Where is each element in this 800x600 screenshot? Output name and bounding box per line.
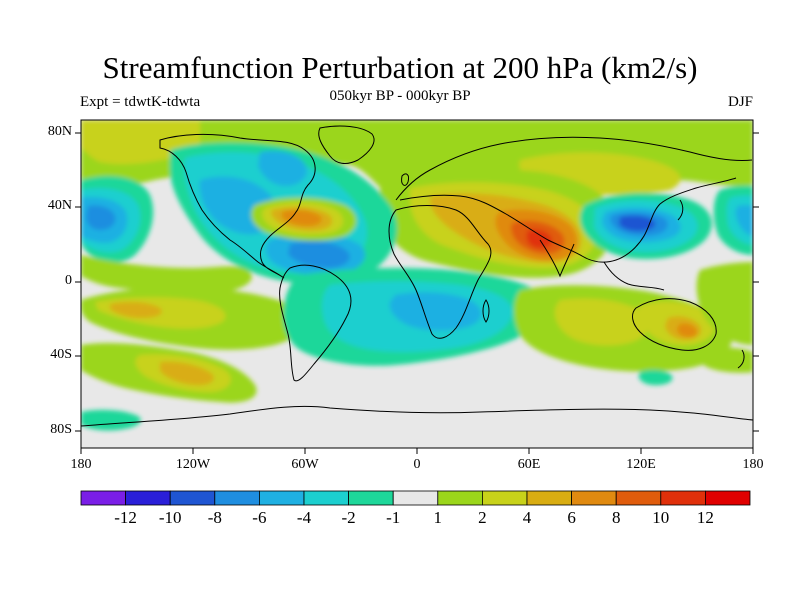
contour-positive-sindian-yellow [554, 298, 649, 346]
contour-negative-npacific-blue [86, 205, 116, 230]
contour-positive-antarctic-east [697, 347, 753, 373]
colorbar-label: -8 [207, 508, 222, 527]
contour-positive-tropical-pacific [81, 255, 252, 295]
lon-label-60w: 60W [291, 457, 319, 472]
lat-label-80s: 80S [50, 422, 72, 437]
colorbar-box [615, 490, 662, 506]
colorbar-box [392, 490, 439, 506]
colorbar-label: -12 [114, 508, 137, 527]
contour-negative-antarctic-west [81, 409, 141, 431]
lat-label-0: 0 [65, 273, 72, 288]
coastline-uk [401, 173, 409, 186]
lon-label-120w: 120W [175, 457, 211, 472]
colorbar-box [125, 490, 171, 506]
axis-ticks [75, 132, 759, 454]
contour-positive-australia-orange [677, 323, 698, 338]
coastline-eurasia [395, 136, 753, 263]
coastline-north-america [159, 133, 316, 279]
colorbar-label: 4 [522, 508, 532, 527]
contour-negative-antarctic-east [638, 369, 673, 386]
colorbar-label: -1 [386, 508, 401, 527]
contour-negative-canada-lightblue [258, 150, 307, 186]
colorbar-label: 1 [433, 508, 443, 527]
contour-positive-south-asia-red [526, 229, 553, 249]
colorbar-label: 10 [652, 508, 670, 527]
lon-label-60e: 60E [517, 457, 541, 472]
colorbar-box [169, 490, 216, 506]
colorbar-label: 8 [611, 508, 621, 527]
lat-label-80n: 80N [47, 124, 72, 139]
colorbar-box [481, 490, 528, 506]
contour-negative-dateline-lightblue [735, 205, 753, 236]
lon-label-120e: 120E [626, 457, 656, 472]
colorbar-label: -4 [296, 508, 312, 527]
colorbar-label: 2 [478, 508, 487, 527]
colorbar-box [660, 490, 706, 506]
coastline-madagascar [482, 299, 490, 323]
coastline-new-zealand [737, 349, 745, 369]
colorbar-label: 12 [696, 508, 714, 527]
colorbar-box [214, 490, 260, 506]
coastline-australia [632, 298, 717, 351]
colorbar-label: 6 [567, 508, 576, 527]
colorbar-box [571, 490, 617, 506]
contour-positive-spacific-east [696, 262, 753, 345]
lat-label-40s: 40S [50, 347, 72, 362]
season-label: DJF [727, 94, 753, 110]
coastline-southeast-asia [603, 261, 665, 291]
colorbar-box [303, 490, 349, 506]
lon-label-180e: 180 [742, 457, 764, 472]
contour-positive-south-pacific-gold [110, 301, 162, 318]
colorbar-box [526, 490, 572, 506]
coastline-south-america [279, 264, 352, 382]
colorbar-label: -2 [341, 508, 356, 527]
contour-negative-caribbean-blue [288, 241, 350, 268]
coastline-africa [388, 205, 492, 339]
coastline-greenland [318, 125, 375, 164]
contour-negative-wpacific-deepblue [619, 215, 656, 232]
coastline-india [539, 239, 575, 278]
contour-field [81, 120, 753, 448]
lon-label-0: 0 [413, 457, 421, 472]
contour-negative-satlantic-lightblue [389, 292, 482, 331]
colorbar-box [348, 490, 394, 506]
experiment-label: Expt = tdwtK-tdwta [80, 94, 201, 110]
chart-title: Streamfunction Perturbation at 200 hPa (… [102, 50, 698, 85]
colorbar [80, 490, 751, 506]
lat-label-40n: 40N [47, 198, 72, 213]
colorbar-box [258, 490, 305, 506]
lon-label-180w: 180 [70, 457, 92, 472]
contour-positive-southern-band-gold [160, 361, 214, 386]
coastlines [81, 125, 753, 427]
colorbar-label: -10 [158, 508, 182, 527]
coastline-japan [677, 199, 684, 221]
coastline-antarctica [81, 405, 753, 427]
chart-subtitle: 050kyr BP - 000kyr BP [329, 88, 471, 104]
contour-positive-atlantic-orange [282, 209, 322, 226]
colorbar-box [705, 490, 751, 506]
colorbar-box [80, 490, 126, 506]
colorbar-label: -6 [252, 508, 267, 527]
colorbar-box [437, 490, 483, 506]
